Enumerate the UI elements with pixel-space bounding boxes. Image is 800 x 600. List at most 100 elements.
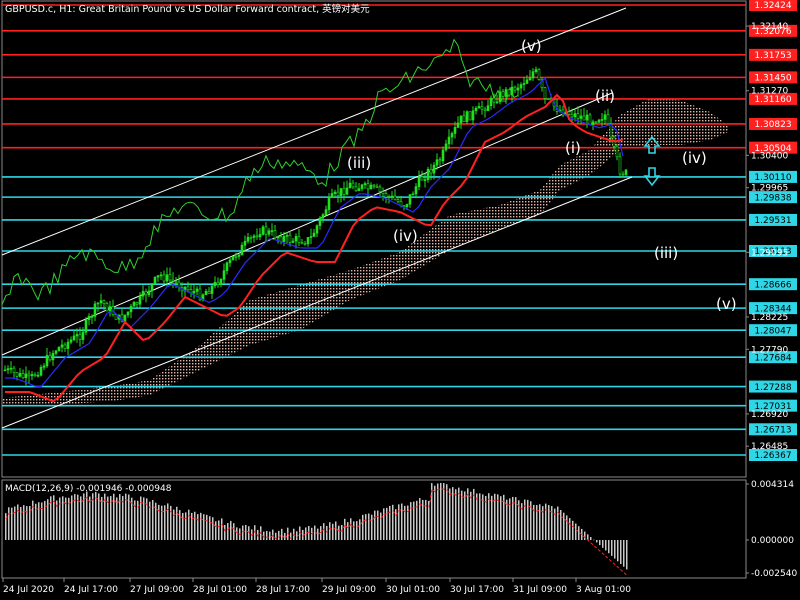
candle-body-143 (432, 164, 436, 174)
candle-body-27 (84, 319, 88, 333)
macd-bar-171 (518, 500, 520, 540)
candle-body-76 (231, 256, 235, 261)
cloud-area (2, 98, 728, 405)
macd-bar-36 (113, 493, 115, 540)
macd-bar-132 (401, 503, 403, 540)
candle-body-118 (357, 188, 361, 191)
candle-body-16 (51, 353, 55, 361)
support-level-3-tag (749, 244, 797, 257)
macd-bar-6 (23, 505, 25, 540)
price-axis[interactable]: 1.32140 1.31270 1.30400 1.29965 1.29095 1.282… (746, 22, 788, 452)
macd-bar-12 (41, 502, 43, 540)
macd-bar-76 (233, 523, 235, 540)
macd-bar-133 (404, 505, 406, 540)
candle-body-138 (417, 176, 421, 187)
macd-bar-151 (458, 487, 460, 540)
macd-bar-9 (32, 500, 34, 540)
macd-bar-201 (608, 540, 610, 554)
macd-bar-197 (596, 540, 598, 543)
macd-bar-28 (89, 496, 91, 540)
resistance-level-2-tag (749, 48, 797, 61)
candle-body-148 (447, 136, 451, 145)
macd-bar-167 (506, 499, 508, 540)
candle-body-197 (594, 121, 598, 124)
macd-bar-113 (344, 518, 346, 540)
chart-frame (1, 0, 747, 579)
candle-body-54 (165, 274, 169, 282)
candle-body-205 (618, 156, 622, 175)
macd-bar-26 (83, 493, 85, 540)
candle-body-153 (462, 115, 466, 122)
support-level-4-label: 1.28666 (754, 280, 791, 290)
candle-body-24 (75, 334, 79, 337)
macd-bar-27 (86, 491, 88, 540)
macd-bar-65 (200, 512, 202, 540)
macd-bar-179 (542, 506, 544, 540)
price-levels[interactable]: 1.32424 1.32076 1.31753 1.31450 1.31160 1.308… (2, 0, 797, 461)
macd-bar-60 (185, 512, 187, 540)
candle-body-11 (36, 374, 40, 377)
resistance-level-4-label: 1.31160 (754, 95, 791, 105)
macd-bar-23 (74, 494, 76, 540)
macd-bar-10 (35, 503, 37, 540)
candle-body-124 (375, 185, 379, 188)
candle-body-12 (39, 366, 43, 376)
macd-tick-label-0: 0.004314 (751, 480, 794, 490)
candle-body-196 (591, 121, 595, 126)
macd-bar-66 (203, 514, 205, 540)
time-label-7: 30 Jul 17:00 (450, 585, 504, 595)
macd-tick-label-1: 0.000000 (751, 536, 794, 546)
macd-bar-203 (614, 540, 616, 559)
macd-bar-77 (236, 527, 238, 540)
macd-bar-40 (125, 493, 127, 540)
macd-bar-142 (431, 483, 433, 540)
candle-body-64 (195, 288, 199, 292)
candle-body-190 (573, 113, 577, 118)
candle-body-72 (219, 279, 223, 285)
candle-body-98 (297, 236, 301, 243)
candle-body-162 (489, 97, 493, 106)
macd-bar-68 (209, 516, 211, 540)
candle-body-79 (240, 244, 244, 256)
candle-body-17 (54, 350, 58, 354)
macd-bar-107 (326, 525, 328, 540)
candle-body-199 (600, 119, 604, 121)
candle-body-10 (33, 374, 37, 377)
trend-channel[interactable] (1, 7, 633, 429)
macd-bar-70 (215, 521, 217, 540)
macd-bar-39 (122, 495, 124, 540)
candle-body-63 (192, 291, 196, 294)
macd-bar-30 (95, 492, 97, 540)
macd-bar-136 (413, 501, 415, 540)
candle-body-41 (126, 311, 130, 316)
candle-body-75 (228, 259, 232, 264)
candle-body-195 (588, 114, 592, 126)
support-level-8-label: 1.27288 (754, 383, 791, 393)
macd-bar-173 (524, 499, 526, 540)
candle-body-107 (324, 209, 328, 215)
candle-body-169 (510, 86, 514, 96)
support-level-4-tag (749, 278, 797, 291)
candle-body-29 (90, 316, 94, 318)
wave-label-ii: (ii) (595, 87, 615, 105)
macd-bar-187 (566, 515, 568, 540)
time-axis[interactable]: 24 Jul 2020 24 Jul 17:00 27 Jul 09:00 28 Ju… (2, 578, 631, 595)
candle-body-73 (222, 270, 226, 280)
candle-body-163 (492, 97, 496, 103)
macd-bar-90 (275, 532, 277, 540)
candle-body-171 (516, 87, 520, 91)
candle-body-48 (147, 290, 151, 296)
candle-body-126 (381, 191, 385, 194)
macd-bar-19 (62, 496, 64, 540)
candle-body-39 (120, 314, 124, 322)
candle-body-111 (336, 191, 340, 197)
candle-body-156 (471, 110, 475, 121)
time-label-6: 30 Jul 01:00 (386, 585, 440, 595)
candle-body-13 (42, 365, 46, 368)
macd-bar-99 (302, 529, 304, 540)
candle-body-25 (78, 334, 82, 340)
candle-body-144 (435, 159, 439, 166)
macd-bar-205 (620, 540, 622, 564)
candle-body-173 (522, 83, 526, 85)
